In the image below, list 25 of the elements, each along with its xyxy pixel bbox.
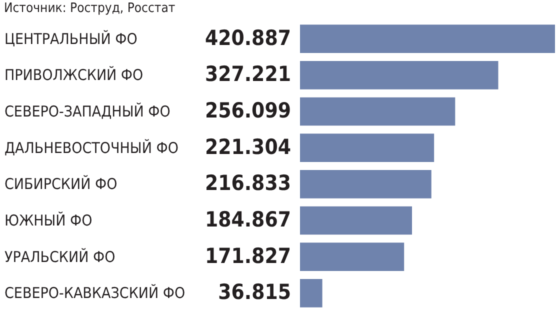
data-label: 420.887: [204, 26, 291, 50]
text: Источник: Роструд, Росстат: [4, 1, 176, 16]
data-label: 216.833: [204, 171, 291, 196]
bar: [300, 170, 432, 198]
bar: [300, 60, 498, 90]
data-label: 327.221: [204, 62, 291, 86]
bar: [300, 206, 412, 235]
bar: [300, 279, 322, 308]
y-tick-label: СИБИРСКИЙ ФО: [4, 175, 118, 194]
data-label: 184.867: [204, 208, 291, 232]
y-tick-label: СЕВЕРО-КАВКАЗСКИЙ ФО: [4, 284, 186, 302]
y-tick-label: СЕВЕРО-ЗАПАДНЫЙ ФО: [4, 102, 170, 120]
bar: [300, 242, 404, 272]
data-label: 221.304: [204, 134, 291, 159]
y-tick-label: ЮЖНЫЙ ФО: [4, 212, 92, 230]
y-tick-label: УРАЛЬСКИЙ ФО: [4, 248, 116, 266]
data-label: 171.827: [204, 244, 291, 268]
bar: [300, 24, 555, 53]
y-tick-label: ЦЕНТРАЛЬНЫЙ ФО: [4, 30, 138, 48]
y-tick-label: ПРИВОЛЖСКИЙ ФО: [4, 66, 144, 84]
data-label: 256.099: [204, 98, 291, 122]
bar: [300, 97, 456, 126]
data-label: 36.815: [218, 280, 291, 304]
y-tick-label: ДАЛЬНЕВОСТОЧНЫЙ ФО: [4, 138, 178, 157]
bar: [300, 134, 434, 162]
